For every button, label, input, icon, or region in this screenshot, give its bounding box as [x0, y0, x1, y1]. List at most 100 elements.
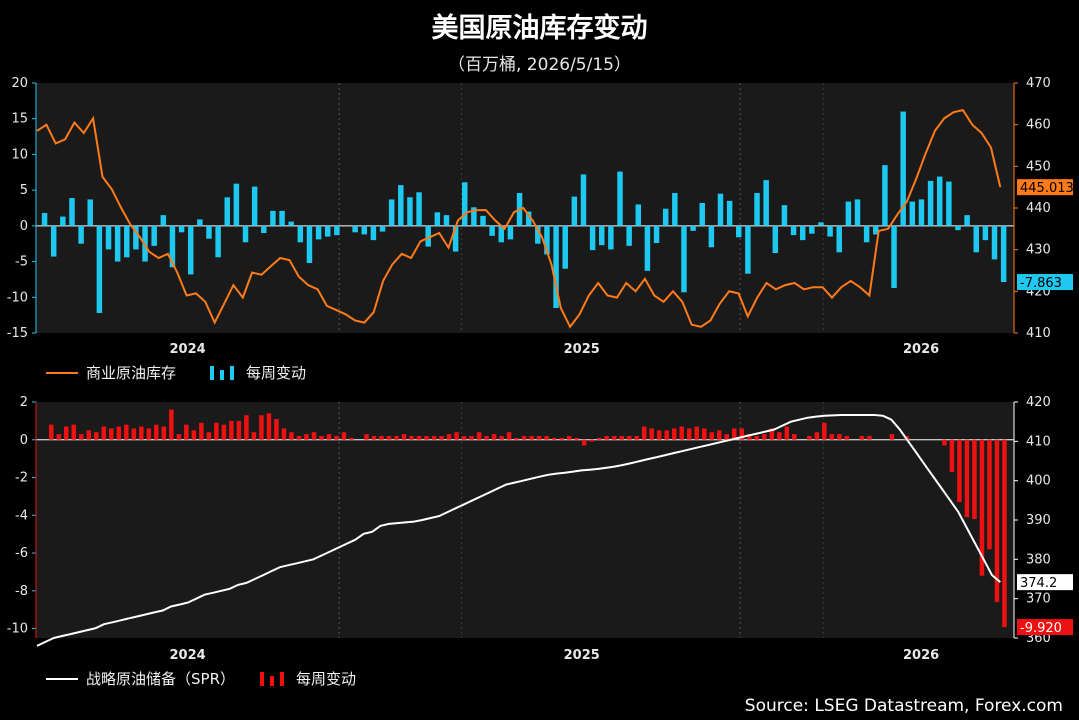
bottom-bar	[199, 422, 204, 440]
top-legend-bar-swatch	[210, 366, 214, 380]
top-legend-line-label: 商业原油库存	[86, 364, 176, 382]
bottom-bar	[161, 426, 167, 440]
bottom-bar	[656, 430, 662, 440]
bottom-bar	[416, 435, 422, 440]
bottom-right-tick-label: 400	[1026, 474, 1051, 489]
bottom-bar	[94, 432, 99, 440]
bottom-bar	[401, 434, 407, 440]
bottom-bar	[236, 420, 242, 440]
top-plot-area	[36, 83, 1014, 333]
bottom-bar	[829, 434, 835, 440]
bottom-bar	[739, 428, 745, 440]
bottom-bar	[732, 428, 737, 440]
top-bar	[754, 193, 760, 226]
bottom-bar	[754, 435, 760, 440]
bottom-bar	[386, 435, 392, 440]
bottom-bar	[784, 426, 790, 440]
bottom-bar	[499, 435, 504, 440]
bottom-bar	[529, 435, 534, 440]
top-bar	[882, 165, 888, 226]
top-left-tick-label: 15	[11, 112, 28, 127]
bottom-bar	[994, 439, 1000, 603]
top-bar	[87, 199, 93, 226]
bottom-bar	[446, 434, 452, 440]
bottom-left-tick-label: 0	[20, 433, 28, 448]
top-bar	[233, 183, 240, 226]
bottom-bar	[214, 422, 219, 440]
top-bar	[160, 215, 167, 226]
top-bar	[544, 225, 550, 255]
bottom-bar	[701, 428, 707, 440]
bottom-bar	[476, 432, 482, 440]
top-legend: 商业原油库存 每周变动	[46, 364, 306, 382]
bottom-legend-bar-swatch	[270, 676, 274, 686]
top-bar	[845, 201, 852, 226]
top-right-tick-label: 440	[1026, 201, 1051, 216]
top-bar	[124, 225, 130, 258]
top-legend-bar-swatch	[230, 366, 234, 380]
top-bar	[708, 225, 715, 248]
top-bar	[187, 225, 194, 275]
top-bar	[553, 225, 559, 308]
top-bar	[279, 210, 285, 226]
top-legend-bar-swatch	[220, 370, 224, 380]
bottom-bar	[79, 434, 84, 440]
top-bar	[379, 225, 386, 232]
top-bar	[854, 199, 861, 226]
top-bar	[480, 215, 486, 226]
bottom-left-tick-label: -6	[15, 546, 28, 561]
bottom-bar	[671, 428, 677, 440]
top-bar	[946, 181, 952, 226]
bottom-bar	[394, 435, 399, 440]
bottom-legend-bar-swatch	[280, 672, 284, 686]
bottom-bar	[566, 435, 572, 440]
top-line-last-box	[1017, 179, 1073, 196]
top-bar	[197, 219, 203, 226]
bottom-legend-bar-swatch	[260, 672, 264, 686]
top-bar	[827, 225, 833, 237]
top-bar	[416, 192, 422, 226]
bottom-bar	[859, 435, 865, 440]
top-right-tick-label: 430	[1026, 243, 1051, 258]
top-bar	[60, 216, 66, 226]
bottom-bar	[259, 415, 264, 440]
top-bar	[991, 225, 998, 260]
bottom-bar	[521, 435, 527, 440]
bottom-bar	[717, 430, 722, 440]
top-bar	[407, 197, 413, 226]
bottom-bar	[229, 420, 234, 440]
bottom-right-tick-label: 390	[1026, 513, 1051, 528]
top-bar	[525, 211, 532, 226]
bottom-bar	[649, 428, 654, 440]
source-note: Source: LSEG Datastream, Forex.com	[744, 696, 1063, 716]
top-bar	[927, 180, 934, 226]
bottom-bar	[221, 424, 227, 440]
top-bar	[489, 225, 495, 236]
top-bar	[133, 225, 139, 250]
bottom-bar	[641, 426, 647, 440]
bottom-x-tick-2024: 2024	[169, 648, 205, 663]
top-bar	[169, 225, 176, 268]
bottom-bar	[334, 435, 339, 440]
bottom-bar	[274, 418, 279, 440]
bottom-plot-area	[36, 402, 1014, 638]
bottom-bar	[536, 435, 542, 440]
top-left-tick-label: -15	[7, 326, 28, 341]
top-bar	[452, 225, 459, 252]
top-bar	[736, 225, 742, 238]
bottom-bar	[266, 413, 272, 440]
bottom-bar	[762, 434, 767, 440]
top-bar	[608, 225, 614, 250]
bottom-bar	[611, 435, 617, 440]
bottom-bar	[822, 422, 827, 440]
bottom-bar	[686, 428, 692, 440]
bottom-bar	[319, 435, 324, 440]
top-bar	[443, 215, 450, 226]
top-bar	[41, 213, 48, 226]
top-bar	[617, 171, 623, 226]
top-bar	[78, 225, 84, 244]
top-x-tick-2024: 2024	[169, 342, 205, 357]
top-right-tick-label: 470	[1026, 76, 1051, 91]
top-bar	[653, 225, 660, 243]
